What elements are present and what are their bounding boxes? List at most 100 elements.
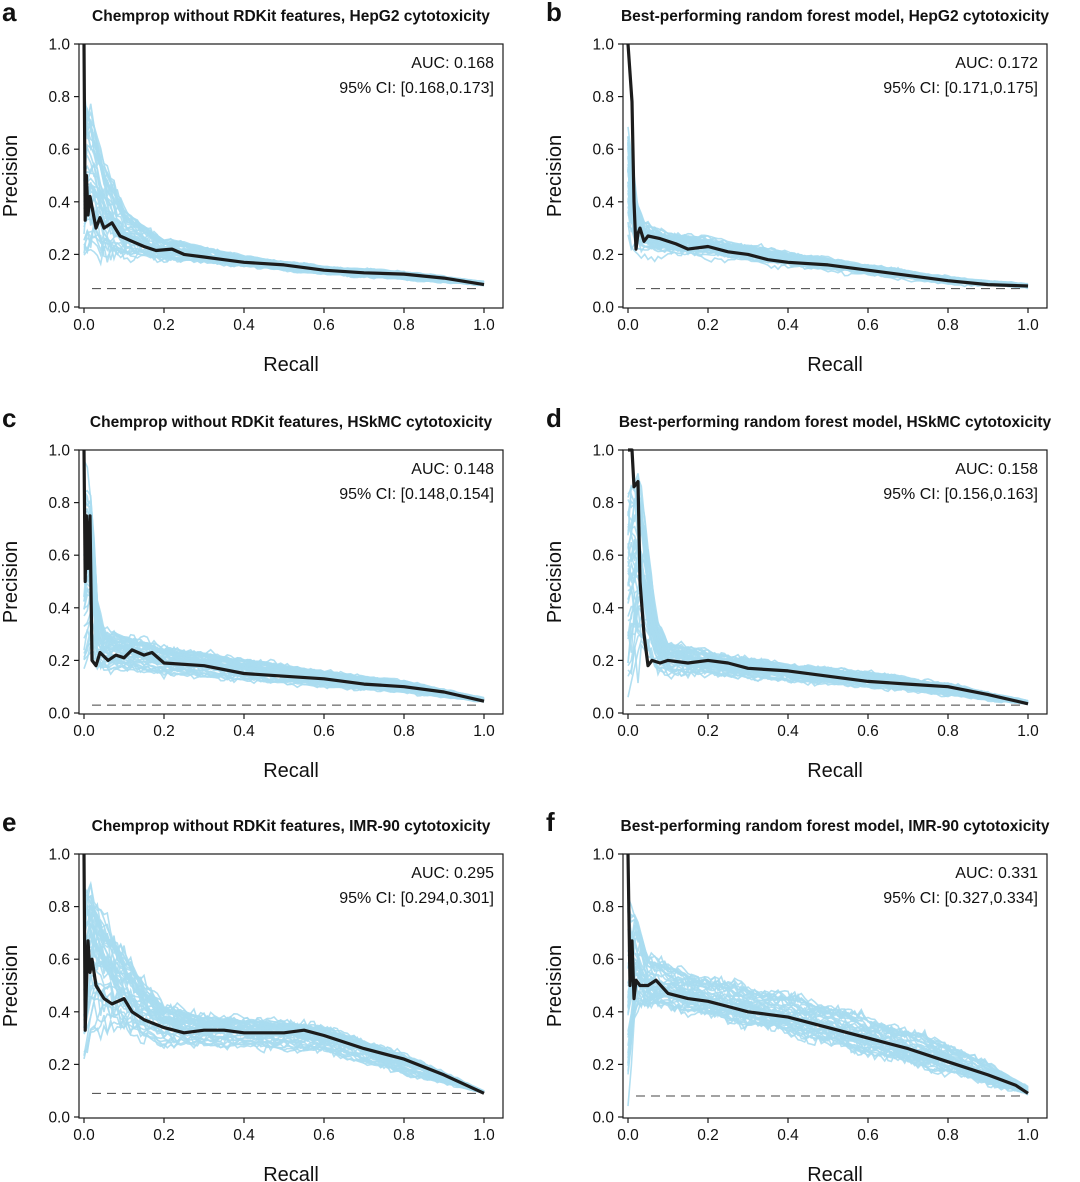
bootstrap-curve bbox=[627, 139, 1029, 286]
y-tick-label: 1.0 bbox=[592, 847, 614, 864]
y-axis-label: Precision bbox=[0, 945, 22, 1027]
pr-curve bbox=[626, 43, 1029, 288]
bootstrap-curve bbox=[83, 116, 485, 283]
x-tick-label: 0.6 bbox=[313, 723, 335, 740]
bootstrap-curve bbox=[627, 928, 1029, 1088]
pr-curve bbox=[626, 853, 1029, 1095]
x-tick-label: 0.4 bbox=[233, 723, 255, 740]
x-tick-label: 0.0 bbox=[617, 723, 639, 740]
y-tick-label: 0.6 bbox=[48, 952, 70, 969]
x-tick-label: 0.2 bbox=[697, 723, 719, 740]
y-tick-label: 0.4 bbox=[592, 600, 614, 617]
panel-letter: f bbox=[546, 807, 555, 837]
bootstrap-curve bbox=[83, 108, 485, 283]
panel-c: c Chemprop without RDKit features, HSkMC … bbox=[0, 403, 504, 782]
y-tick-label: 0.4 bbox=[48, 600, 70, 617]
x-axis-label: Recall bbox=[807, 1164, 863, 1182]
bootstrap-curve bbox=[627, 997, 1029, 1107]
y-tick-label: 0.8 bbox=[48, 89, 70, 106]
panel-title: Best-performing random forest model, Hep… bbox=[621, 8, 1049, 25]
x-tick-label: 0.8 bbox=[393, 317, 415, 334]
x-tick-label: 0.0 bbox=[73, 317, 95, 334]
ci-label: 95% CI: [0.171,0.175] bbox=[883, 80, 1038, 97]
plot-frame bbox=[78, 43, 504, 309]
bootstrap-curve bbox=[83, 127, 485, 283]
ci-label: 95% CI: [0.294,0.301] bbox=[339, 890, 494, 907]
y-tick-label: 0.0 bbox=[48, 1110, 70, 1127]
y-tick-label: 0.6 bbox=[48, 548, 70, 565]
x-tick-label: 1.0 bbox=[1017, 317, 1039, 334]
ci-label: 95% CI: [0.327,0.334] bbox=[883, 890, 1038, 907]
y-axis-label: Precision bbox=[0, 541, 22, 623]
bootstrap-curve bbox=[83, 1001, 485, 1094]
auc-label: AUC: 0.331 bbox=[955, 865, 1038, 882]
panel-title: Chemprop without RDKit features, HSkMC c… bbox=[90, 414, 493, 431]
x-tick-label: 0.8 bbox=[393, 1127, 415, 1144]
bootstrap-curve bbox=[627, 918, 1029, 1089]
x-tick-label: 1.0 bbox=[1017, 723, 1039, 740]
y-tick-label: 1.0 bbox=[48, 37, 70, 54]
y-tick-label: 0.2 bbox=[592, 247, 614, 264]
y-tick-label: 0.4 bbox=[592, 1004, 614, 1021]
bootstrap-curve bbox=[83, 108, 485, 284]
panel-letter: d bbox=[546, 403, 562, 433]
y-tick-label: 0.6 bbox=[592, 548, 614, 565]
x-tick-label: 0.6 bbox=[313, 1127, 335, 1144]
bootstrap-curve bbox=[627, 642, 1029, 705]
x-axis-label: Recall bbox=[263, 354, 319, 376]
bootstrap-curves bbox=[83, 880, 485, 1094]
y-axis-label: Precision bbox=[544, 541, 566, 623]
x-tick-label: 0.4 bbox=[233, 1127, 255, 1144]
y-axis-label: Precision bbox=[544, 945, 566, 1027]
bootstrap-curve bbox=[83, 629, 485, 702]
x-tick-label: 0.6 bbox=[857, 317, 879, 334]
bootstrap-curves bbox=[627, 896, 1029, 1107]
y-tick-label: 0.2 bbox=[592, 653, 614, 670]
y-tick-label: 0.2 bbox=[592, 1057, 614, 1074]
ci-label: 95% CI: [0.156,0.163] bbox=[883, 486, 1038, 503]
bootstrap-curve bbox=[83, 489, 485, 699]
panel-title: Chemprop without RDKit features, HepG2 c… bbox=[92, 8, 490, 25]
y-tick-label: 0.2 bbox=[48, 1057, 70, 1074]
auc-label: AUC: 0.295 bbox=[411, 865, 494, 882]
x-tick-label: 0.4 bbox=[777, 317, 799, 334]
plot-frame bbox=[622, 449, 1048, 715]
x-tick-label: 0.6 bbox=[857, 1127, 879, 1144]
pr-curve bbox=[82, 43, 485, 287]
auc-label: AUC: 0.158 bbox=[955, 461, 1038, 478]
bootstrap-curve bbox=[627, 200, 1029, 288]
x-tick-label: 1.0 bbox=[473, 723, 495, 740]
bootstrap-curves bbox=[627, 473, 1029, 706]
auc-label: AUC: 0.172 bbox=[955, 55, 1038, 72]
x-tick-label: 1.0 bbox=[473, 317, 495, 334]
y-tick-label: 0.6 bbox=[592, 142, 614, 159]
bootstrap-curve bbox=[83, 117, 485, 283]
y-tick-label: 0.6 bbox=[48, 142, 70, 159]
x-tick-label: 0.0 bbox=[73, 723, 95, 740]
bootstrap-curve bbox=[627, 623, 1029, 705]
y-tick-label: 1.0 bbox=[48, 443, 70, 460]
panel-title: Best-performing random forest model, IMR… bbox=[621, 818, 1050, 835]
y-tick-label: 1.0 bbox=[48, 847, 70, 864]
panel-title: Chemprop without RDKit features, IMR-90 … bbox=[92, 818, 491, 835]
x-tick-label: 0.8 bbox=[937, 723, 959, 740]
bootstrap-curve bbox=[83, 890, 485, 1092]
x-tick-label: 0.2 bbox=[153, 723, 175, 740]
y-tick-label: 0.2 bbox=[48, 247, 70, 264]
plot-frame bbox=[78, 449, 504, 715]
y-axis-label: Precision bbox=[0, 135, 22, 217]
y-tick-label: 1.0 bbox=[592, 37, 614, 54]
bootstrap-curve bbox=[83, 125, 485, 283]
panel-e: e Chemprop without RDKit features, IMR-90… bbox=[0, 807, 504, 1182]
panel-letter: e bbox=[2, 807, 16, 837]
pr-curve bbox=[628, 448, 1029, 706]
bootstrap-curve bbox=[627, 184, 1029, 287]
y-tick-label: 0.8 bbox=[592, 89, 614, 106]
y-tick-label: 0.0 bbox=[592, 1110, 614, 1127]
y-tick-label: 1.0 bbox=[592, 443, 614, 460]
y-tick-label: 0.4 bbox=[48, 1004, 70, 1021]
panel-letter: c bbox=[2, 403, 16, 433]
x-tick-label: 1.0 bbox=[1017, 1127, 1039, 1144]
bootstrap-curve bbox=[83, 121, 485, 283]
